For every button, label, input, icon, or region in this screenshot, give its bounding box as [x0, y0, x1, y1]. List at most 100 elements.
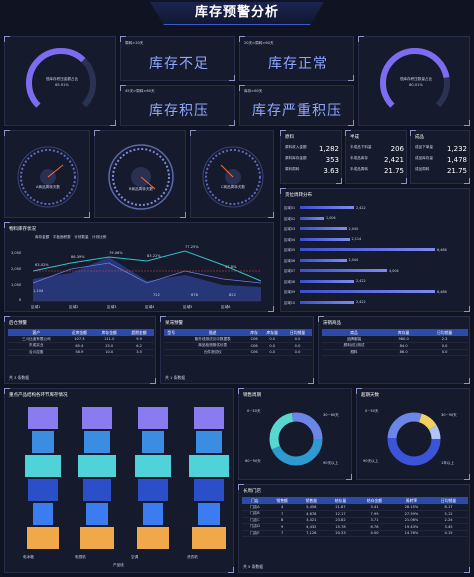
gauge-right	[380, 47, 450, 118]
kpi-row: 半成品周转 21.75	[350, 167, 404, 175]
dial-a	[17, 146, 79, 208]
table-row[interactable]: 门店D 9 4,432 15.78 6.78 19.43% 3.45	[242, 523, 468, 531]
table-row[interactable]: 门店A 4 5,456 21.87 3.41 28.15% 8.17	[242, 504, 468, 511]
dial-b-label: B商品周转天数	[128, 187, 154, 191]
donut-label: 60~90天	[245, 459, 261, 463]
funnel-x-label: 电视机	[75, 555, 86, 559]
status-tile-1-sub: 周转>20天	[125, 41, 144, 45]
bar	[300, 290, 435, 293]
x-label: 区域4	[145, 305, 155, 309]
donut1	[269, 412, 323, 466]
funnel-panel: 重点产品结构各环节库存情况 电冰箱 电视机 空调 洗衣机 产品线	[4, 388, 234, 573]
gauge-right-value: 80.01%	[409, 83, 423, 87]
funnel-block	[194, 479, 224, 501]
table-left-panel: 后仓预警 客户 近库金额 库存金额 超期金额 三川比迪有限公司 107.3 111.0 9.…	[4, 316, 156, 384]
data-label: 1,104	[33, 289, 44, 293]
funnel-block	[137, 527, 169, 549]
status-tile-2-sub: 20天>周转>60天	[244, 41, 274, 45]
table-mid-title: 呆滞预警	[165, 321, 183, 326]
funnel-block	[189, 455, 229, 477]
funnel-block	[82, 407, 112, 429]
x-label: 区域1	[31, 305, 41, 309]
table-row[interactable]: 东成实业 65.4 25.0 6.2	[8, 342, 154, 350]
dial-c	[202, 146, 264, 208]
table-right-title: 滞销商品	[323, 321, 341, 326]
gauge-left-value: 65.91%	[55, 83, 69, 87]
data-label: 86.39%	[71, 255, 85, 259]
bar	[300, 227, 347, 230]
bar	[300, 258, 347, 262]
x-label: 区域5	[183, 305, 193, 309]
data-label: 83.22%	[147, 254, 161, 258]
funnel-block	[86, 503, 108, 525]
bar	[300, 206, 354, 209]
funnel-block	[28, 407, 58, 429]
status-tile-1-text: 库存不足	[149, 56, 209, 72]
gauge-panel-right: 低库存积压数量占比 80.01%	[358, 36, 470, 126]
table-row[interactable]: 门店B 7 4,678 12.17 7.99 27.59% 5.12	[242, 510, 468, 518]
bar-row: 区域04 2,114	[284, 237, 362, 242]
bar-row: 区域06 2,044	[284, 258, 359, 263]
funnel-title: 重点产品结构各环节库存情况	[9, 393, 68, 398]
donut-label: 0~30天	[247, 409, 261, 413]
table-row[interactable]: 颜料(红)测试 84.0 0.0	[322, 342, 468, 350]
kpi-row: 原料库存金额 353	[285, 156, 339, 164]
data-label: 57.8%	[225, 265, 237, 269]
gauge-left-label: 低库存积压金额占比	[45, 77, 79, 81]
bottom-table-footer: 共 5 条数据	[243, 564, 264, 569]
status-tile-3: 45天>周转>60天 库存积压	[120, 85, 235, 126]
bar	[300, 269, 387, 272]
donut-label: 0~30天	[365, 409, 379, 413]
funnel-block	[198, 503, 220, 525]
table-left: 客户 近库金额 库存金额 超期金额 三川比迪有限公司 107.3 111.0 9.9 东成实…	[8, 329, 154, 356]
status-tile-2-text: 库存正常	[268, 56, 328, 72]
donut-label: 90天以上	[323, 461, 339, 465]
y-label: 3,000	[11, 251, 22, 255]
dial-b	[108, 144, 174, 210]
funnel-x-label: 洗衣机	[187, 555, 198, 559]
table-row[interactable]: 颜料 86.0 0.0	[322, 349, 468, 356]
y-label: 2,000	[11, 267, 22, 271]
table-row[interactable]: 门店E 7 7,126 20.33 4.00 14.76% 4.15	[242, 530, 468, 537]
x-label: 区域2	[69, 305, 79, 309]
bottom-table-title: 长周门店	[243, 489, 261, 494]
status-tile-3-sub: 45天>周转>60天	[125, 89, 155, 93]
gauge-panel-left: 低库存积压金额占比 65.91%	[4, 36, 116, 126]
bar-row: 区域09 6,486	[284, 289, 447, 295]
x-label: 区域6	[221, 305, 231, 309]
status-tile-4-text: 库存严重积压	[252, 103, 342, 119]
funnel-x-label: 电冰箱	[23, 555, 34, 559]
table-row[interactable]: 合川控股 58.9 10.0 3.5	[8, 349, 154, 356]
table-row[interactable]: 三川比迪有限公司 107.3 111.0 9.9	[8, 336, 154, 343]
bar-panel-title: 货位周转分布	[285, 193, 312, 198]
kpi-row: 成品下单量 1,232	[415, 145, 467, 153]
table-row[interactable]: 门店C 8 3,421 23.82 3.71 21.06% 2.24	[242, 517, 468, 524]
page-title: 库存预警分析	[194, 5, 279, 20]
table-row[interactable]: 紫外线测试仪中数据表 C06 0.0 0.0	[164, 336, 312, 343]
funnel-block	[80, 527, 114, 549]
table-mid-footer: 共 1 条数据	[165, 375, 186, 380]
y-label: 1,000	[11, 283, 22, 287]
bar	[300, 248, 435, 251]
bar-row: 区域07 4,004	[284, 268, 399, 274]
status-tile-1: 周转>20天 库存不足	[120, 36, 235, 81]
donut1-title: 销售周期	[243, 393, 261, 398]
gauge-right-label: 低库存积压数量占比	[399, 77, 433, 81]
table-row[interactable]: 品牌服装 980.0 2.3	[322, 336, 468, 343]
dial-c-label: C商品周转天数	[220, 185, 246, 189]
data-label: 77.25%	[185, 245, 199, 249]
funnel-block	[25, 455, 61, 477]
kpi-col-3: 成品 成品下单量 1,232 成品库存量 1,478 成品周转 21.75	[410, 130, 470, 184]
kpi-row: 成品库存量 1,478	[415, 156, 467, 164]
table-row[interactable]: 商品检测测试仪表 C06 0.0 0.0	[164, 342, 312, 350]
data-label: 822	[229, 293, 236, 297]
funnel-block	[138, 407, 168, 429]
funnel-block	[78, 455, 116, 477]
funnel-block	[143, 503, 163, 525]
funnel-block	[84, 431, 110, 453]
table-left-title: 后仓预警	[9, 321, 27, 326]
funnel-block	[33, 503, 53, 525]
data-label: 63.02%	[35, 263, 49, 267]
table-left-footer: 共 3 条数据	[9, 375, 30, 380]
table-row[interactable]: 元件测试仪 C06 0.0 0.0	[164, 349, 312, 356]
